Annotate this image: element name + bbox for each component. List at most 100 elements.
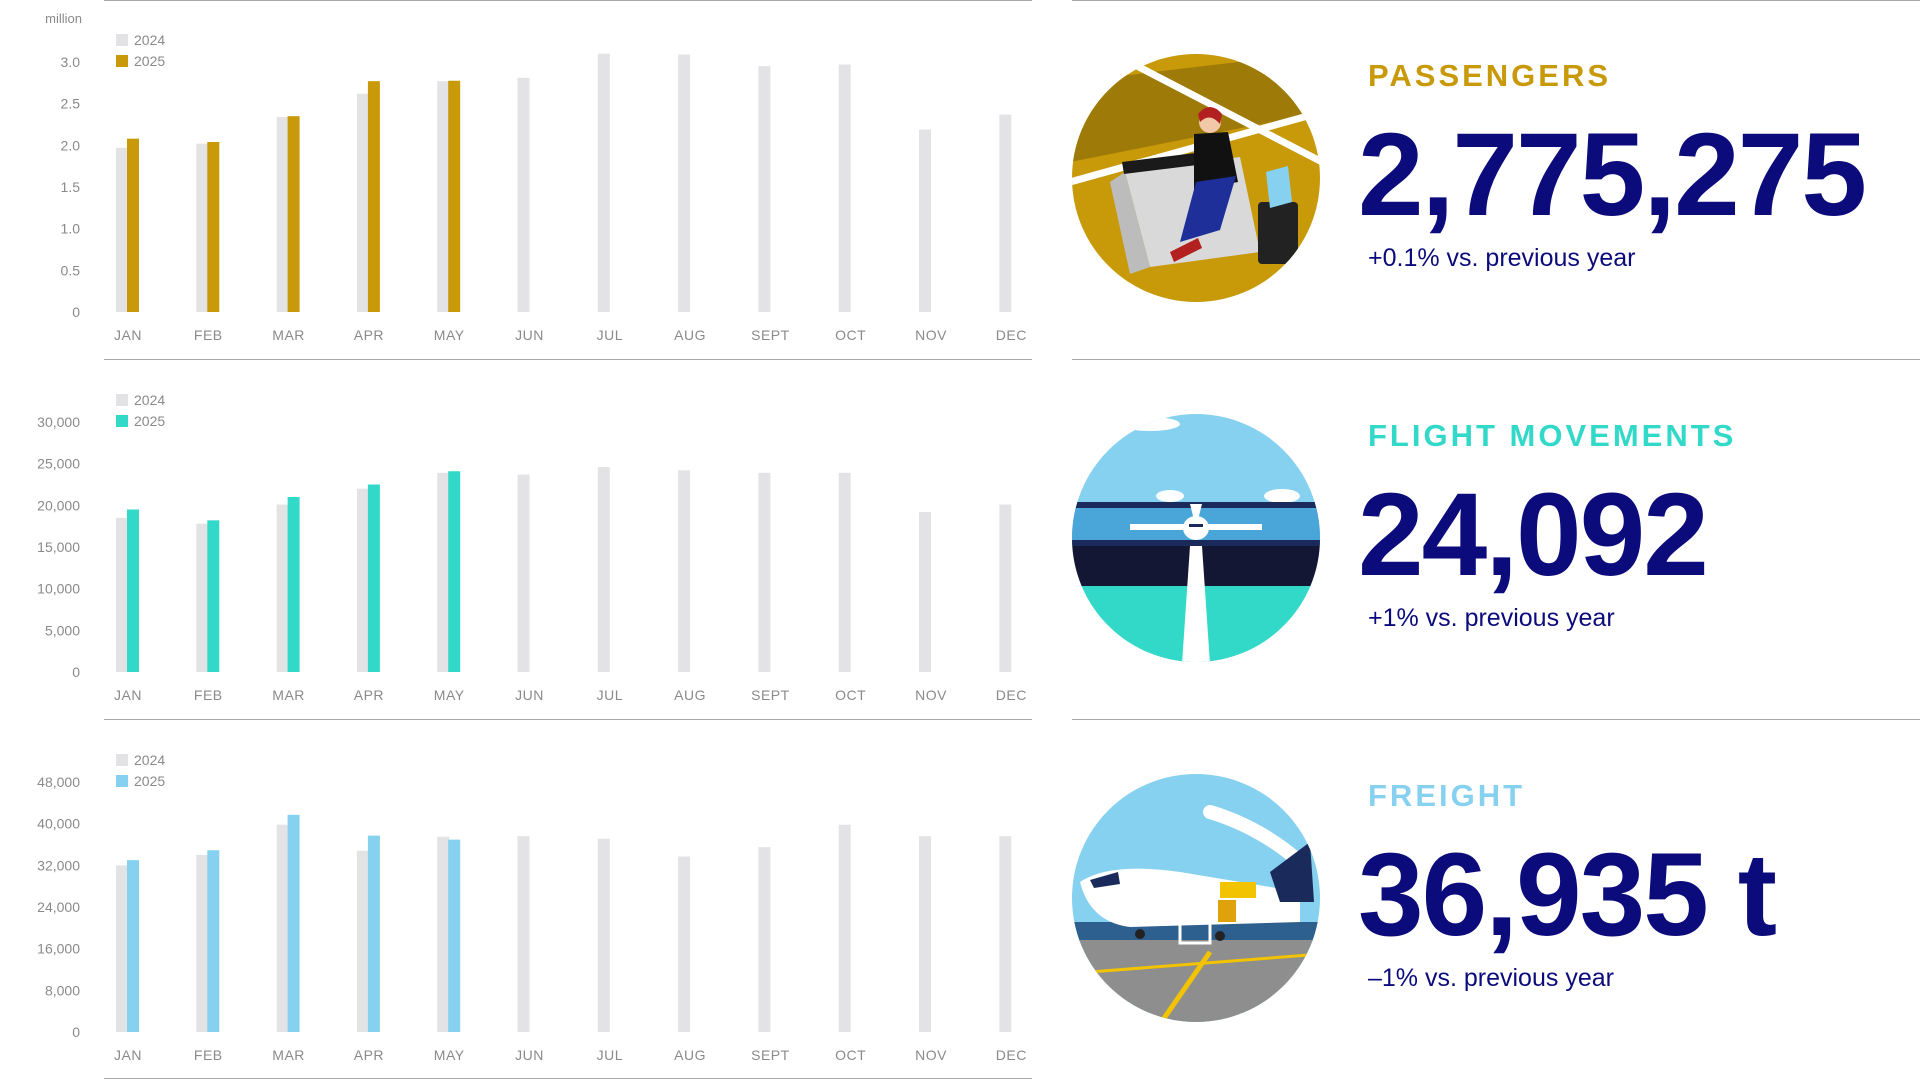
freight-bar-2024-may bbox=[437, 836, 450, 1032]
passengers-x-tick-label: FEB bbox=[194, 327, 223, 343]
freight-y-tick-label: 24,000 bbox=[37, 899, 80, 915]
freight-legend-swatch-2024 bbox=[116, 754, 128, 766]
freight-legend-label-2025: 2025 bbox=[134, 773, 165, 789]
flights-bar-2025-jan bbox=[127, 509, 139, 672]
freight-x-tick-label: JUN bbox=[515, 1047, 544, 1063]
flights-bar-2024-oct bbox=[838, 472, 851, 672]
passengers-x-tick-label: JUN bbox=[515, 327, 544, 343]
passengers-bar-2025-may bbox=[448, 80, 461, 312]
freight-bar-2024-jul bbox=[597, 838, 610, 1032]
passengers-unit-label: million bbox=[45, 11, 82, 26]
passengers-bar-2024-feb bbox=[196, 143, 209, 312]
flights-x-tick-label: MAY bbox=[434, 687, 465, 703]
passengers-bar-2025-jan bbox=[127, 138, 139, 312]
freight-x-tick-label: FEB bbox=[194, 1047, 223, 1063]
flights-y-tick-label: 20,000 bbox=[37, 497, 80, 513]
passengers-bar-2024-jan bbox=[116, 147, 128, 312]
passengers-y-tick-label: 2.5 bbox=[61, 96, 81, 112]
passengers-bar-2024-may bbox=[437, 81, 450, 313]
flights-bar-2024-aug bbox=[678, 470, 691, 672]
freight-x-tick-label: JAN bbox=[114, 1047, 142, 1063]
passengers-x-tick-label: MAR bbox=[272, 327, 305, 343]
runway-airplane-illustration bbox=[1070, 412, 1322, 664]
chart-divider-2 bbox=[104, 719, 1032, 720]
passengers-bar-2024-aug bbox=[678, 54, 691, 312]
flights-bar-chart: 0 5,000 10,000 15,000 20,000 25,000 30,000 2024… bbox=[37, 392, 1026, 703]
passengers-x-tick-label: AUG bbox=[674, 327, 706, 343]
freight-x-tick-label: AUG bbox=[674, 1047, 706, 1063]
cargo-plane-illustration bbox=[1070, 772, 1322, 1024]
passengers-x-tick-label: DEC bbox=[996, 327, 1027, 343]
passengers-bar-2025-apr bbox=[367, 81, 380, 313]
passengers-bar-2024-mar bbox=[276, 117, 289, 312]
flights-bar-2024-mar bbox=[276, 504, 289, 672]
flights-bar-2025-feb bbox=[207, 520, 220, 672]
freight-chart-panel: 0 8,000 16,000 24,000 32,000 40,000 48,000 2024… bbox=[0, 720, 1040, 1080]
chart-divider-1 bbox=[104, 359, 1032, 360]
passengers-bar-2025-feb bbox=[207, 142, 220, 312]
freight-value: 36,935 t bbox=[1358, 829, 1777, 961]
freight-bar-2024-nov bbox=[919, 836, 931, 1032]
freight-bar-2025-apr bbox=[367, 835, 380, 1032]
freight-x-tick-label: MAY bbox=[434, 1047, 465, 1063]
passengers-bar-2024-jun bbox=[517, 77, 530, 312]
flights-bar-2025-mar bbox=[287, 497, 300, 672]
passengers-legend-label-2025: 2025 bbox=[134, 53, 165, 69]
freight-bar-2025-jan bbox=[127, 860, 139, 1032]
flights-bar-2024-feb bbox=[196, 523, 209, 672]
passengers-title: PASSENGERS bbox=[1368, 58, 1612, 93]
flights-x-tick-label: JUN bbox=[515, 687, 544, 703]
flights-bar-2025-may bbox=[448, 471, 461, 672]
freight-x-tick-label: DEC bbox=[996, 1047, 1027, 1063]
kpi-top-rule bbox=[1072, 0, 1920, 1]
freight-delta: –1% vs. previous year bbox=[1368, 964, 1614, 992]
flights-bar-2024-apr bbox=[356, 488, 369, 672]
flights-bar-2024-jul bbox=[597, 467, 610, 672]
freight-x-tick-label: OCT bbox=[835, 1047, 866, 1063]
freight-x-tick-label: NOV bbox=[915, 1047, 947, 1063]
passengers-bar-2024-dec bbox=[999, 114, 1012, 312]
passengers-legend-label-2024: 2024 bbox=[134, 32, 165, 48]
freight-y-tick-label: 16,000 bbox=[37, 941, 80, 957]
passengers-y-tick-label: 0.5 bbox=[61, 262, 81, 278]
flights-x-tick-label: FEB bbox=[194, 687, 223, 703]
flights-x-tick-label: NOV bbox=[915, 687, 947, 703]
flights-y-tick-label: 5,000 bbox=[45, 622, 80, 638]
flights-x-tick-label: APR bbox=[354, 687, 384, 703]
flights-x-tick-label: JAN bbox=[114, 687, 142, 703]
passengers-bar-2024-apr bbox=[356, 93, 369, 313]
flights-x-tick-label: SEPT bbox=[751, 687, 790, 703]
freight-x-tick-label: APR bbox=[354, 1047, 384, 1063]
passengers-x-tick-label: NOV bbox=[915, 327, 947, 343]
flights-y-tick-label: 30,000 bbox=[37, 414, 80, 430]
freight-legend-swatch-2025 bbox=[116, 775, 128, 787]
passengers-x-tick-label: MAY bbox=[434, 327, 465, 343]
freight-bar-chart: 0 8,000 16,000 24,000 32,000 40,000 48,000 2024… bbox=[37, 752, 1027, 1063]
freight-x-tick-label: MAR bbox=[272, 1047, 305, 1063]
flights-bar-2024-may bbox=[437, 472, 450, 672]
flights-y-tick-label: 25,000 bbox=[37, 456, 80, 472]
freight-legend-label-2024: 2024 bbox=[134, 752, 165, 768]
freight-x-tick-label: JUL bbox=[597, 1047, 623, 1063]
freight-title: FREIGHT bbox=[1368, 778, 1526, 813]
passengers-value: 2,775,275 bbox=[1358, 109, 1867, 241]
flights-bar-2024-nov bbox=[919, 512, 931, 672]
passengers-y-tick-label: 1.5 bbox=[61, 179, 81, 195]
flights-x-tick-label: JUL bbox=[597, 687, 623, 703]
flights-kpi: FLIGHT MOVEMENTS 24,092 +1% vs. previous… bbox=[1070, 360, 1920, 720]
flights-bar-2024-sept bbox=[758, 472, 771, 672]
passengers-x-tick-label: APR bbox=[354, 327, 384, 343]
flights-title: FLIGHT MOVEMENTS bbox=[1368, 418, 1737, 453]
passengers-bar-2025-mar bbox=[287, 116, 300, 313]
freight-x-tick-label: SEPT bbox=[751, 1047, 790, 1063]
flights-legend-label-2025: 2025 bbox=[134, 413, 165, 429]
freight-bar-2024-feb bbox=[196, 854, 209, 1032]
freight-bar-2024-jan bbox=[116, 865, 128, 1032]
passengers-y-tick-label: 3.0 bbox=[61, 54, 81, 70]
passengers-bar-chart: 0 0.5 1.0 1.5 2.0 2.5 3.0 million 2024 2025 JAN FEB… bbox=[45, 11, 1027, 343]
freight-bar-2024-dec bbox=[999, 836, 1012, 1032]
flights-y-tick-label: 15,000 bbox=[37, 539, 80, 555]
freight-bar-2024-sept bbox=[758, 847, 771, 1032]
freight-y-tick-label: 0 bbox=[72, 1024, 80, 1040]
freight-bar-2025-may bbox=[448, 839, 461, 1032]
